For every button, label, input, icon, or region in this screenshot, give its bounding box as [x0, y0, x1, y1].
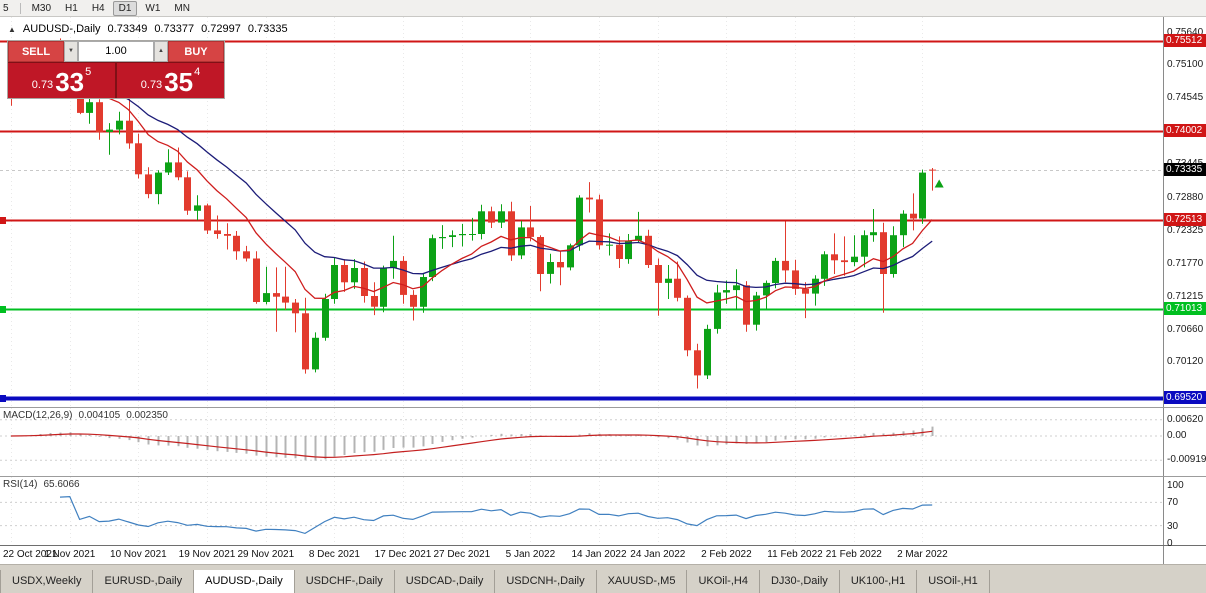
chart-tab-usoilh1[interactable]: USOil-,H1: [917, 570, 990, 593]
chart-ohlc-header: ▲ AUDUSD-,Daily 0.73349 0.73377 0.72997 …: [8, 23, 288, 35]
sell-price-prefix: 0.73: [31, 79, 54, 91]
chart-tab-bar: USDX,Weekly EURUSD-,Daily AUDUSD-,Daily USD…: [0, 564, 1206, 593]
chart-tab-usdcaddaily[interactable]: USDCAD-,Daily: [395, 570, 496, 593]
rsi-header: RSI(14) 65.6066: [3, 479, 80, 490]
macd-label: MACD(12,26,9): [3, 410, 73, 421]
date-tick-label: 5 Jan 2022: [505, 549, 556, 560]
ohlc-close: 0.73335: [247, 23, 288, 35]
macd-signal-line: [10, 430, 933, 459]
buy-price-display[interactable]: 0.73 35 4: [117, 63, 224, 98]
chart-tabs: USDX,Weekly EURUSD-,Daily AUDUSD-,Daily USD…: [0, 570, 990, 593]
ohlc-high: 0.73377: [154, 23, 195, 35]
timeframe-button-w1[interactable]: W1: [145, 2, 161, 14]
volume-decrease-button[interactable]: ▼: [64, 41, 78, 62]
trade-prices-row: 0.73 33 5 0.73 35 4: [8, 62, 224, 98]
ohlc-open: 0.73349: [107, 23, 148, 35]
volume-input[interactable]: 1.00: [78, 41, 154, 62]
rsi-label: RSI(14): [3, 479, 38, 490]
chart-tab-usdcnhdaily[interactable]: USDCNH-,Daily: [495, 570, 597, 593]
date-tick-label: 17 Dec 2021: [374, 549, 432, 560]
timeframe-button-d1[interactable]: D1: [112, 0, 138, 16]
timeframe-button-h1[interactable]: H1: [65, 2, 78, 14]
sell-price-display[interactable]: 0.73 33 5: [8, 63, 115, 98]
chart-tab-usdxweekly[interactable]: USDX,Weekly: [0, 570, 94, 593]
chart-tab-ukoilh4[interactable]: UKOil-,H4: [687, 570, 760, 593]
ma-fast-line: [10, 69, 933, 304]
date-tick-label: 10 Nov 2021: [110, 549, 167, 560]
rsi-panel-canvas[interactable]: [0, 477, 1163, 545]
volume-increase-button[interactable]: ▲: [154, 41, 168, 62]
sell-price-big-digits: 33: [55, 67, 85, 97]
date-tick-label: 2 Feb 2022: [701, 549, 752, 560]
time-axis[interactable]: 22 Oct 2021 1 Nov 2021 10 Nov 2021 19 Nov 2…: [0, 546, 1163, 564]
macd-signal-value: 0.002350: [126, 410, 168, 421]
one-click-trading-panel: SELL ▼ 1.00 ▲ BUY 0.73 33 5 0.73 35 4: [7, 40, 225, 99]
rsi-value: 65.6066: [43, 479, 80, 490]
toolbar-separator: [19, 2, 21, 14]
macd-main-value: 0.004105: [78, 410, 121, 421]
macd-header: MACD(12,26,9) 0.004105 0.002350: [3, 410, 168, 421]
chart-tab-xauusdm5[interactable]: XAUUSD-,M5: [597, 570, 688, 593]
time-axis-divider: [0, 545, 1206, 546]
macd-histogram: [20, 426, 934, 461]
up-arrow-marker: [934, 179, 944, 188]
buy-price-big-digits: 35: [164, 67, 194, 97]
chart-tab-uk100h1[interactable]: UK100-,H1: [840, 570, 918, 593]
price-axis[interactable]: [1163, 17, 1206, 564]
chart-tab-eurusddaily[interactable]: EURUSD-,Daily: [93, 570, 195, 593]
macd-panel-divider[interactable]: [0, 407, 1206, 408]
sell-button[interactable]: SELL: [8, 41, 64, 62]
date-tick-label: 24 Jan 2022: [630, 549, 686, 560]
date-tick-label: 1 Nov 2021: [44, 549, 96, 560]
ohlc-low: 0.72997: [201, 23, 241, 35]
chart-tab-audusddaily[interactable]: AUDUSD-,Daily: [194, 570, 295, 593]
date-tick-label: 21 Feb 2022: [825, 549, 882, 560]
date-tick-label: 27 Dec 2021: [433, 549, 491, 560]
rsi-line: [59, 495, 933, 535]
buy-button[interactable]: BUY: [168, 41, 224, 62]
date-tick-label: 8 Dec 2021: [308, 549, 360, 560]
one-click-collapse-icon[interactable]: ▲: [8, 24, 16, 34]
chart-tab-usdchfdaily[interactable]: USDCHF-,Daily: [295, 570, 395, 593]
date-tick-label: 2 Mar 2022: [897, 549, 948, 560]
timeframe-button-m30[interactable]: M30: [31, 2, 52, 14]
buy-price-pipette: 4: [194, 66, 201, 78]
rsi-panel-divider[interactable]: [0, 476, 1206, 477]
chart-symbol-period: AUDUSD-,Daily: [22, 23, 101, 35]
chart-tab-dj30daily[interactable]: DJ30-,Daily: [760, 570, 840, 593]
date-tick-label: 14 Jan 2022: [571, 549, 627, 560]
sell-price-pipette: 5: [85, 66, 92, 78]
date-tick-label: 22 Oct 2021: [3, 549, 58, 560]
date-tick-label: 19 Nov 2021: [178, 549, 236, 560]
timeframe-toolbar: 5 M30 H1 H4 D1 W1 MN: [0, 0, 1206, 17]
buy-price-prefix: 0.73: [140, 79, 163, 91]
timeframe-button-mn[interactable]: MN: [174, 2, 190, 14]
trade-controls-row: SELL ▼ 1.00 ▲ BUY: [8, 41, 224, 62]
ma-slow-line: [10, 77, 933, 289]
timeframe-button-h4[interactable]: H4: [91, 2, 105, 14]
date-tick-label: 11 Feb 2022: [767, 549, 823, 560]
macd-panel-canvas[interactable]: [0, 408, 1163, 476]
date-tick-label: 29 Nov 2021: [237, 549, 295, 560]
timeframe-button-5[interactable]: 5: [3, 2, 9, 14]
